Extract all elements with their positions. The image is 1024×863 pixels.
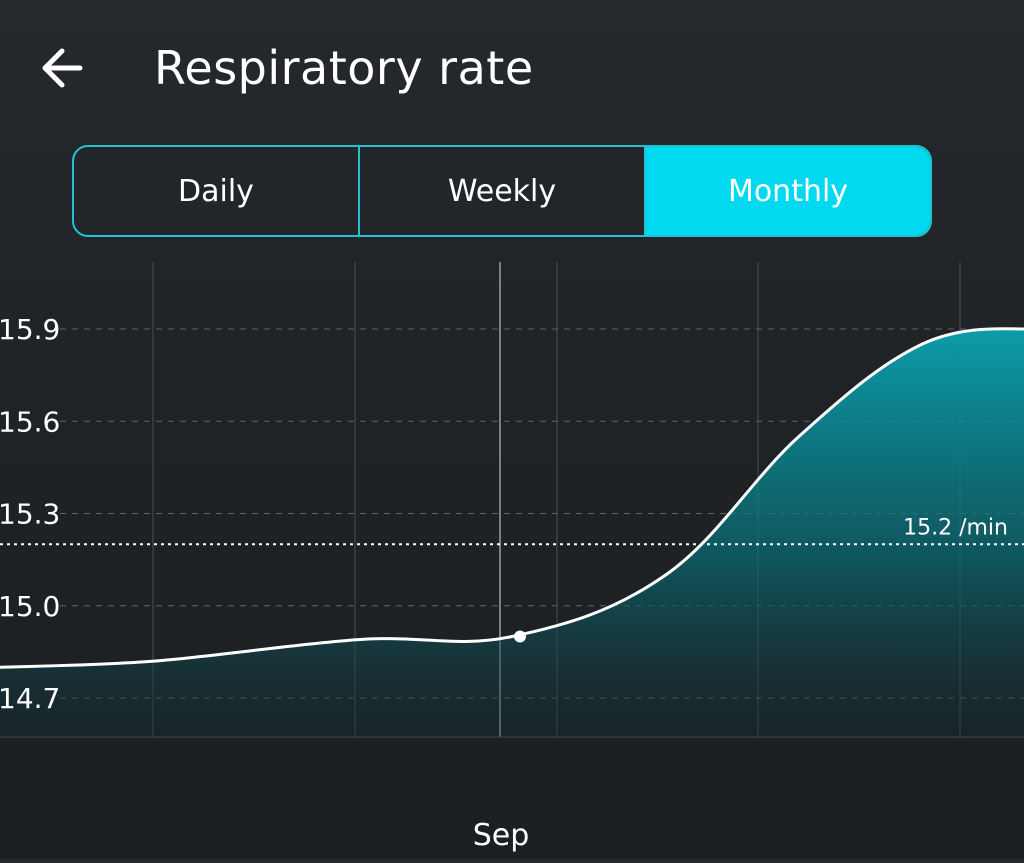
tab-weekly[interactable]: Weekly [358,147,644,235]
average-label: 15.2 /min [903,515,1008,540]
series-line [0,327,1024,669]
y-tick-label: 15.3 [0,498,60,531]
y-tick-label: 15.9 [0,313,60,346]
area-fill [0,328,1024,737]
period-selector: Daily Weekly Monthly [72,145,932,237]
app-header: Respiratory rate [0,0,1024,140]
x-axis-label: Sep [473,818,530,853]
tab-daily[interactable]: Daily [178,173,254,209]
respiratory-chart[interactable]: 15.2 /min 15.9 15.6 15.3 15.0 14.7 Sep [0,255,1024,859]
back-button[interactable] [30,38,94,98]
tab-monthly[interactable]: Monthly [644,147,930,235]
chart-svg[interactable]: 15.2 /min 15.9 15.6 15.3 15.0 14.7 Sep [0,255,1024,859]
page-title: Respiratory rate [154,41,534,95]
y-tick-label: 15.6 [0,405,60,438]
y-tick-label: 15.0 [0,590,60,623]
selected-point[interactable] [514,630,526,643]
y-tick-label: 14.7 [0,682,60,715]
arrow-left-icon [42,48,83,88]
